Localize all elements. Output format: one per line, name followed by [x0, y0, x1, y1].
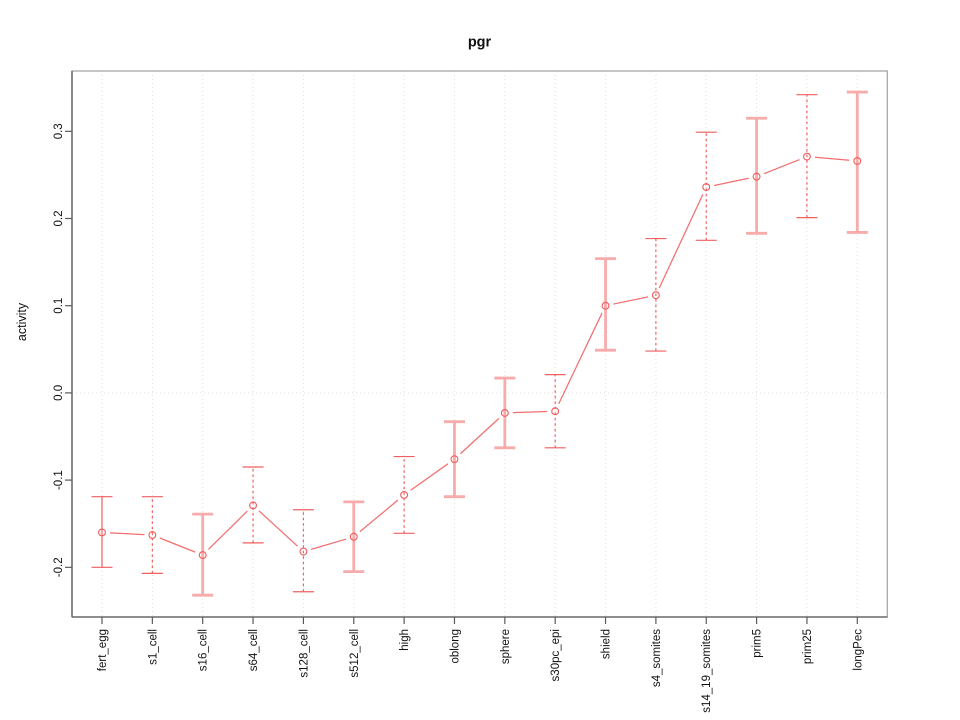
x-tick-label-shield: shield — [601, 629, 613, 659]
series-segment-12 — [713, 177, 749, 187]
x-tick-label-s16_cell: s16_cell — [198, 629, 210, 671]
x-tick-label-s512_cell: s512_cell — [349, 629, 361, 678]
data-point-prim25 — [802, 152, 811, 161]
data-point-s30pc_epi — [551, 407, 560, 416]
data-point-s1_cell — [148, 531, 157, 540]
x-tick-label-s128_cell: s128_cell — [298, 629, 310, 678]
data-point-shield — [601, 301, 610, 310]
series-segment-1 — [159, 537, 196, 553]
data-point-s14_19_somites — [702, 183, 711, 192]
series-segment-5 — [359, 499, 399, 533]
x-tick-label-s30pc_epi: s30pc_epi — [550, 629, 562, 681]
data-point-s16_cell — [198, 551, 207, 560]
y-tick-label-0.0: 0.0 — [53, 385, 65, 401]
series-segment-10 — [613, 296, 649, 305]
data-point-s64_cell — [249, 501, 258, 510]
series-segment-13 — [763, 158, 800, 175]
data-point-s128_cell — [299, 547, 308, 556]
series-segment-4 — [310, 538, 347, 550]
x-tick-label-prim25: prim25 — [802, 629, 814, 664]
series-segment-0 — [109, 532, 145, 536]
series-segment-11 — [658, 194, 704, 289]
y-tick-label--0.2: -0.2 — [53, 557, 65, 577]
x-tick-label-high: high — [399, 629, 411, 651]
y-tick-label-0.1: 0.1 — [53, 298, 65, 314]
series-segment-6 — [410, 463, 449, 491]
series-segment-7 — [459, 417, 500, 455]
data-point-fert_egg — [98, 528, 106, 537]
plot-border — [71, 70, 888, 618]
x-tick-label-oblong: oblong — [449, 629, 461, 664]
y-tick-label--0.1: -0.1 — [53, 470, 65, 490]
y-tick-label-0.3: 0.3 — [53, 123, 65, 139]
x-tick-label-s4_somites: s4_somites — [651, 629, 663, 687]
x-tick-label-s14_19_somites: s14_19_somites — [701, 629, 713, 713]
data-point-high — [400, 490, 409, 499]
x-tick-label-fert_egg: fert_egg — [97, 629, 109, 671]
x-tick-label-s64_cell: s64_cell — [248, 629, 260, 671]
series-segment-9 — [558, 312, 603, 405]
x-tick-label-longPec: longPec — [852, 629, 864, 671]
x-tick-label-prim5: prim5 — [752, 629, 764, 658]
series-segment-14 — [814, 156, 850, 161]
chart-title: pgr — [468, 35, 492, 51]
x-tick-label-sphere: sphere — [500, 629, 512, 664]
y-tick-label-0.2: 0.2 — [53, 211, 65, 227]
data-point-s512_cell — [349, 532, 358, 541]
data-point-s4_somites — [651, 291, 660, 300]
series-segment-3 — [258, 510, 298, 547]
data-point-longPec — [853, 156, 862, 165]
data-point-sphere — [500, 408, 509, 417]
series-segment-2 — [207, 510, 248, 550]
data-point-prim5 — [752, 172, 761, 181]
x-tick-label-s1_cell: s1_cell — [147, 629, 159, 665]
data-point-oblong — [450, 455, 459, 464]
y-axis-label: activity — [15, 302, 29, 341]
series-segment-8 — [512, 410, 548, 414]
